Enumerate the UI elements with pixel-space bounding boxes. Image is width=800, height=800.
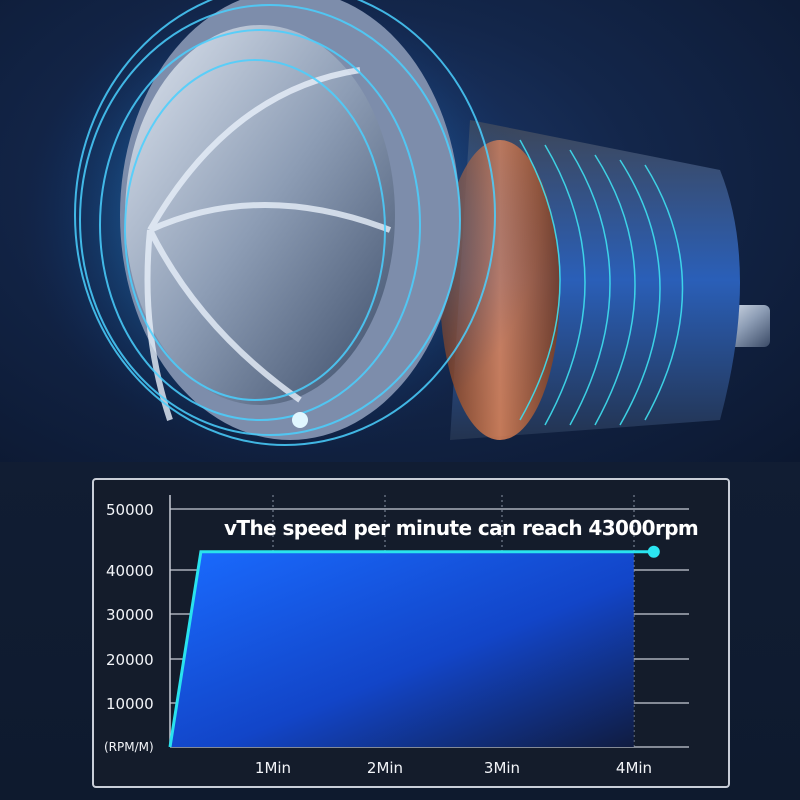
chart-title: vThe speed per minute can reach 43000rpm (224, 516, 698, 540)
y-tick-label: 20000 (106, 651, 154, 669)
motor-illustration-art (20, 0, 770, 460)
y-tick-label: 50000 (106, 501, 154, 519)
rpm-line (168, 550, 654, 748)
y-tick-label: 30000 (106, 606, 154, 624)
x-tick-label: 4Min (616, 759, 652, 777)
rpm-chart-panel: vThe speed per minute can reach 43000rpm… (92, 478, 730, 788)
x-tick-label: 2Min (367, 759, 403, 777)
x-tick-label: 1Min (255, 759, 291, 777)
light-flare (292, 412, 308, 428)
rpm-chart: vThe speed per minute can reach 43000rpm… (104, 495, 699, 777)
y-axis-label: (RPM/M) (104, 740, 154, 754)
y-tick-label: 40000 (106, 562, 154, 580)
motor-illustration (0, 0, 800, 462)
speed-rings (74, 0, 496, 446)
rpm-area (170, 551, 654, 747)
end-marker (647, 545, 660, 558)
x-tick-label: 3Min (484, 759, 520, 777)
y-tick-label: 10000 (106, 695, 154, 713)
fan-impeller (125, 25, 395, 405)
magnetic-field-lines (519, 139, 684, 426)
